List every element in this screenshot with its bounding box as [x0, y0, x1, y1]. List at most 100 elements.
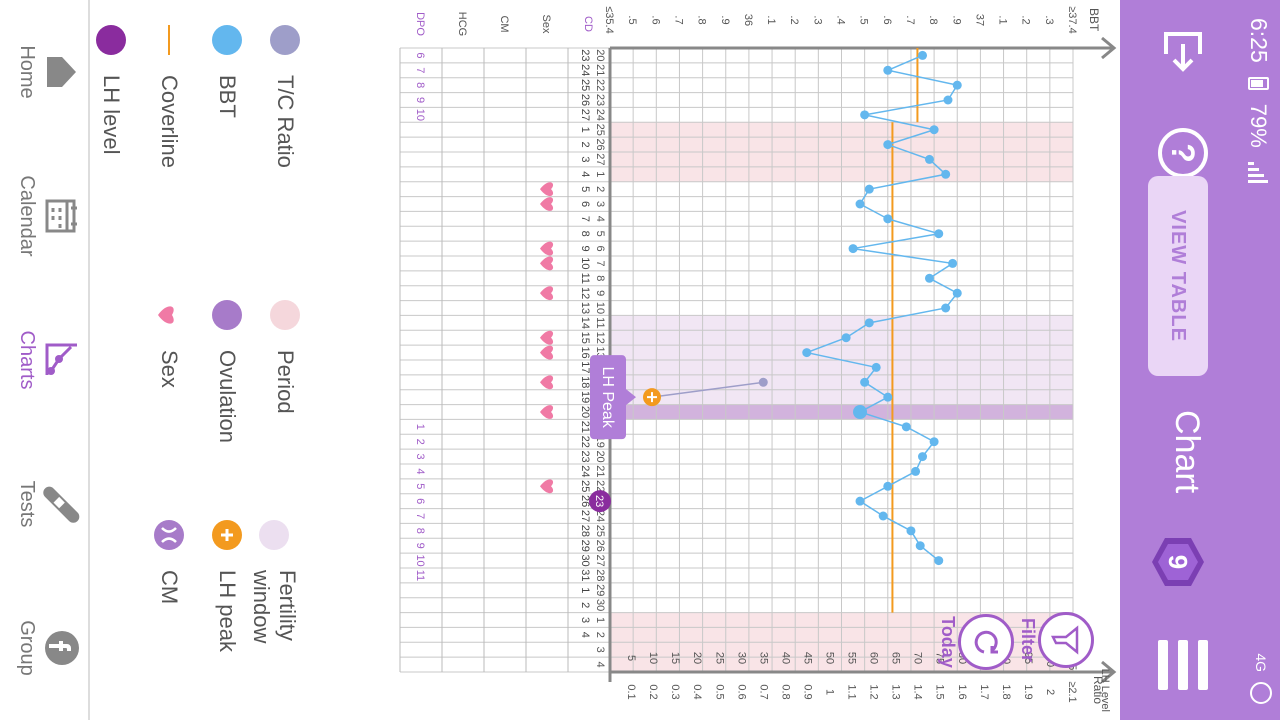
tc-ratio-point — [758, 377, 768, 387]
bbt-point — [883, 481, 893, 491]
bbt-tick-label: .8 — [696, 15, 708, 24]
ratio-tick-label: 1.4 — [912, 684, 924, 699]
date-label: 27 — [594, 554, 606, 566]
app-logo-digit: 9 — [1163, 555, 1193, 569]
dpo-label: 20 — [579, 406, 591, 418]
lh-tick-label: 95 — [1022, 652, 1034, 664]
bbt-point — [864, 318, 874, 328]
bbt-point — [855, 199, 865, 209]
sex-heart — [540, 182, 554, 196]
date-label: 22 — [594, 480, 606, 492]
nav-item-group[interactable]: Group — [0, 576, 88, 720]
filter-button[interactable] — [1038, 612, 1094, 668]
dpo-label: 29 — [579, 540, 591, 552]
ratio-tick-label: 2 — [1044, 689, 1056, 695]
nav-item-home[interactable]: Home — [0, 0, 88, 144]
charts-icon — [42, 340, 82, 380]
date-label: 4 — [594, 216, 606, 222]
menu-icon[interactable] — [1148, 630, 1218, 700]
dpo-label: 18 — [579, 376, 591, 388]
nav-item-label: Group — [16, 620, 38, 676]
lh-tick-label: 35 — [757, 652, 769, 664]
bbt-tick-label: .2 — [1020, 15, 1032, 24]
view-table-button[interactable]: VIEW TABLE — [1148, 176, 1208, 376]
bbt-tick-label: .7 — [904, 15, 916, 24]
lh-tick-label: 60 — [868, 652, 880, 664]
dpo-label: 9 — [579, 246, 591, 252]
alarm-icon — [1250, 682, 1272, 704]
ratio-tick-label: 0.6 — [735, 684, 747, 699]
sex-heart — [540, 286, 554, 300]
legend-item-lh-peak: LH peak — [212, 520, 242, 652]
bbt-tick-label: ≤35.4 — [603, 6, 615, 33]
date-label: 30 — [594, 599, 606, 611]
dpo-label: 25 — [579, 79, 591, 91]
dpo-label: 19 — [579, 391, 591, 403]
ratio-tick-label: 1.3 — [890, 684, 902, 699]
cd-label: 10 — [414, 109, 426, 121]
dpo-label: 4 — [579, 171, 591, 177]
legend-label: LH peak — [215, 570, 240, 652]
bbt-tick-label: .3 — [1043, 15, 1055, 24]
today-button[interactable] — [958, 614, 1014, 670]
bbt-point — [915, 541, 925, 551]
dpo-label: 5 — [579, 186, 591, 192]
chart-area[interactable]: BBT ≤35.4.5.6.7.8.9 36.1.2.3.4.5.6.7.8.9 37… — [320, 0, 1120, 720]
bbt-point — [802, 348, 812, 358]
lh-tick-label: 25 — [713, 652, 725, 664]
dpo-label: 25 — [579, 480, 591, 492]
legend-item-fertility-window: Fertility window — [248, 520, 300, 720]
bbt-icon — [212, 25, 242, 55]
exit-icon[interactable] — [1148, 14, 1218, 84]
lh-tick-label: 50 — [823, 652, 835, 664]
nav-item-charts[interactable]: Charts — [0, 288, 88, 432]
lh-level-icon — [96, 25, 126, 55]
bbt-tick-label: .9 — [719, 15, 731, 24]
dpo-label: 12 — [579, 287, 591, 299]
date-label: 26 — [594, 138, 606, 150]
dpo-label: 30 — [579, 554, 591, 566]
nav-item-label: Charts — [16, 330, 38, 390]
legend-label: Period — [273, 350, 298, 414]
lh-peak-callout-arrow — [625, 389, 636, 406]
nav-item-calendar[interactable]: Calendar — [0, 144, 88, 288]
dpo-label: 27 — [579, 510, 591, 522]
ratio-tick-label: 0.8 — [779, 684, 791, 699]
date-label: 8 — [594, 275, 606, 281]
dpo-label: 24 — [579, 465, 591, 477]
dpo-label: 27 — [579, 109, 591, 121]
dpo-label: 17 — [579, 361, 591, 373]
dpo-label: 2 — [579, 142, 591, 148]
lh-tick-label: 15 — [669, 652, 681, 664]
nav-item-label: Tests — [16, 480, 38, 528]
filter-button-label: Filter — [1018, 617, 1038, 662]
bbt-point — [924, 154, 934, 164]
page-title: Chart — [1168, 410, 1206, 494]
bbt-tick-label: .5 — [626, 15, 638, 24]
lh-peak-icon — [212, 520, 242, 550]
date-label: 27 — [594, 153, 606, 165]
row-label-dpo: DPO — [414, 12, 426, 36]
fertility-chart[interactable]: BBT≤35.4.5.6.7.8.9 36.1.2.3.4.5.6.7.8.9 37… — [320, 0, 1120, 720]
date-label: 25 — [594, 124, 606, 136]
date-label: 9 — [594, 290, 606, 296]
cd-label: 9 — [414, 543, 426, 549]
y-axis-arrow-right — [1101, 660, 1117, 684]
ovulation-icon — [212, 300, 242, 330]
nav-item-tests[interactable]: Tests — [0, 432, 88, 576]
date-label: 20 — [594, 450, 606, 462]
row-label-cd: CD — [582, 16, 594, 32]
date-label: 11 — [594, 317, 606, 328]
dpo-label: 13 — [579, 302, 591, 314]
date-label: 10 — [594, 302, 606, 314]
lh-tick-label: 40 — [779, 652, 791, 664]
bbt-point — [952, 288, 962, 298]
date-label: 3 — [594, 647, 606, 653]
lh-tick-label: 5 — [625, 655, 637, 661]
cm-icon — [154, 520, 184, 550]
legend-label: BBT — [215, 75, 240, 118]
cd-label: 11 — [414, 570, 426, 581]
nav-item-label: Calendar — [16, 175, 38, 257]
date-label: 22 — [594, 79, 606, 91]
app-logo-icon: 9 — [1150, 534, 1206, 590]
